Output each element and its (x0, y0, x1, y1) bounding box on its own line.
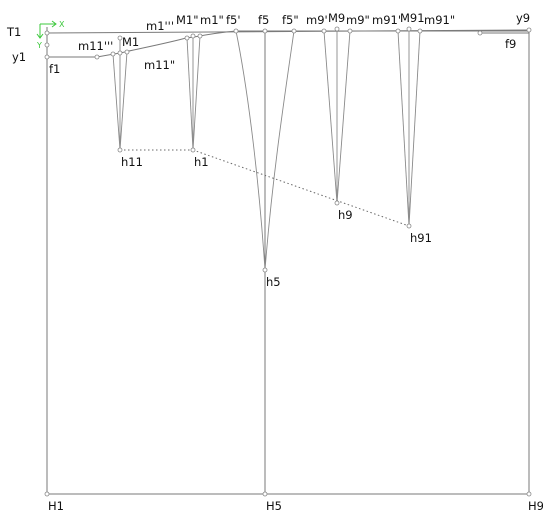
dart-m11-right-leg (119, 51, 128, 151)
point-M1-2[interactable] (190, 33, 196, 39)
label-m91p: m91' (372, 13, 401, 27)
point-f1[interactable] (44, 54, 50, 60)
label-m11-3: m11''' (78, 39, 113, 53)
label-m9p: m9' (306, 13, 328, 27)
point-h11[interactable] (117, 147, 123, 153)
point-f5p2[interactable] (291, 28, 297, 34)
label-M1-2: M1" (176, 13, 199, 27)
point-T1[interactable] (44, 30, 50, 36)
label-M9: M9 (328, 11, 345, 25)
point-h9[interactable] (334, 200, 340, 206)
dart-m91-right-leg (408, 30, 421, 227)
point-h1[interactable] (190, 147, 196, 153)
label-H5: H5 (266, 499, 282, 512)
label-f5: f5 (258, 13, 269, 27)
waist-curve (47, 30, 529, 58)
label-H1: H1 (48, 499, 64, 512)
label-M1: M1 (122, 35, 139, 49)
label-m9p2: m9" (346, 13, 370, 27)
label-m11-2: m11" (144, 58, 175, 72)
side-dart-right-leg (264, 30, 295, 271)
label-y1: y1 (12, 50, 26, 64)
point-m11-mid[interactable] (117, 50, 123, 56)
point-f9[interactable] (477, 30, 483, 36)
point-M9[interactable] (334, 26, 340, 32)
point-M91[interactable] (406, 26, 412, 32)
label-m1-3: m1''' (146, 19, 174, 33)
dart-m91-left-leg (397, 30, 410, 227)
dart-m9-right-leg (336, 30, 351, 204)
point-h91[interactable] (406, 223, 412, 229)
point-y1[interactable] (44, 42, 50, 48)
point-m1-3[interactable] (184, 35, 190, 41)
label-f5p: f5' (226, 13, 241, 27)
label-h11: h11 (121, 155, 143, 169)
label-f5p2: f5" (282, 13, 299, 27)
label-f9: f9 (505, 37, 516, 51)
label-h91: h91 (410, 231, 432, 245)
axis-y-label: Y (36, 41, 42, 50)
label-M91: M91 (400, 11, 425, 25)
dart-tips-guide-front (192, 149, 410, 227)
label-H9: H9 (528, 499, 543, 512)
dart-m1-left-leg (186, 37, 194, 151)
dart-m1-right-leg (192, 35, 201, 151)
label-h9: h9 (338, 208, 353, 222)
label-m91p2: m91" (424, 13, 455, 27)
point-H9[interactable] (526, 491, 532, 497)
dart-m9-left-leg (323, 30, 338, 204)
point-m11-2[interactable] (124, 49, 130, 55)
side-dart-left-leg (235, 30, 266, 271)
label-m1-2: m1" (200, 13, 224, 27)
label-T1: T1 (6, 25, 21, 39)
point-m91p2[interactable] (417, 28, 423, 34)
axis-gizmo-icon: X Y (36, 20, 65, 50)
point-f5p[interactable] (233, 28, 239, 34)
point-h5[interactable] (262, 267, 268, 273)
label-h5: h5 (266, 275, 281, 289)
point-m11-left[interactable] (110, 51, 116, 57)
point-m9p2[interactable] (347, 28, 353, 34)
point-M1[interactable] (117, 35, 123, 41)
label-f1: f1 (49, 62, 60, 76)
point-m1-2[interactable] (197, 33, 203, 39)
point-m11-3[interactable] (94, 54, 100, 60)
point-H1[interactable] (44, 491, 50, 497)
point-f5[interactable] (262, 28, 268, 34)
label-y9: y9 (516, 11, 530, 25)
point-y9[interactable] (526, 27, 532, 33)
point-H5[interactable] (262, 491, 268, 497)
dart-m11-left-leg (112, 53, 121, 151)
label-h1: h1 (194, 155, 209, 169)
point-m9p[interactable] (321, 28, 327, 34)
point-m91p[interactable] (395, 28, 401, 34)
axis-x-label: X (59, 20, 65, 29)
